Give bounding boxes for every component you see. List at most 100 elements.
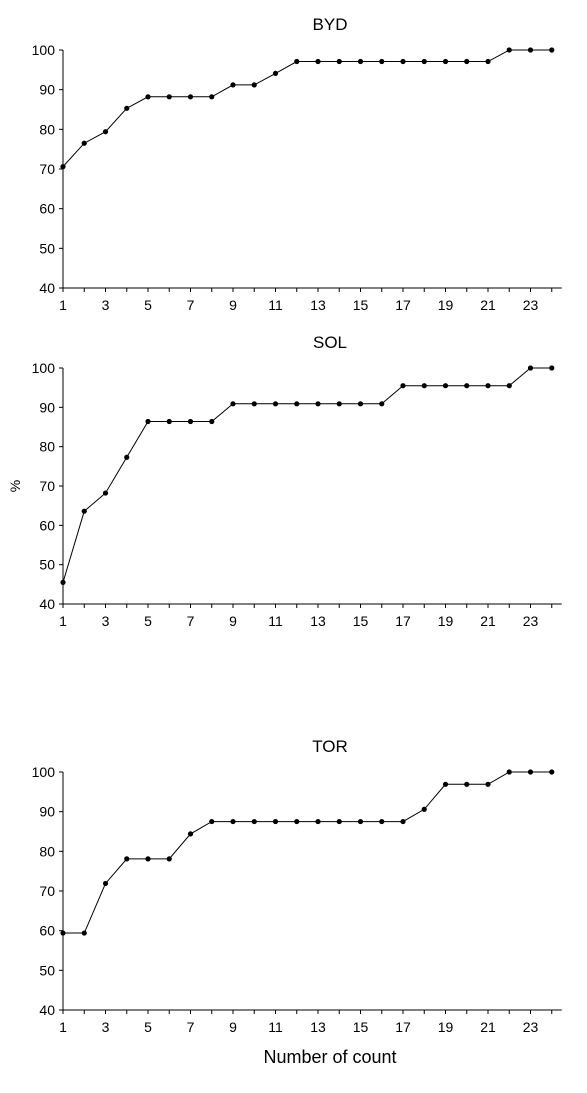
data-point <box>102 129 109 135</box>
y-tick-label: 90 <box>39 804 55 820</box>
chart-title: SOL <box>313 333 347 352</box>
series-line <box>63 771 552 934</box>
data-point <box>506 769 512 775</box>
x-tick-label: 13 <box>310 297 326 313</box>
y-axis-label: % <box>7 480 23 492</box>
x-tick-label: 23 <box>523 297 539 313</box>
data-point <box>209 418 215 425</box>
data-point <box>549 47 555 53</box>
data-point <box>272 70 279 77</box>
x-tick-label: 9 <box>229 297 237 313</box>
y-tick-label: 80 <box>39 843 55 859</box>
data-point <box>357 58 364 65</box>
x-tick-label: 17 <box>395 297 411 313</box>
x-tick-label: 11 <box>268 297 283 313</box>
data-point <box>166 856 172 862</box>
data-point <box>209 818 215 825</box>
data-point <box>421 58 427 65</box>
x-tick-label: 3 <box>102 613 110 629</box>
y-tick-label: 40 <box>39 280 55 296</box>
data-point <box>400 58 406 65</box>
x-tick-label: 19 <box>438 297 454 313</box>
y-tick-label: 70 <box>39 478 55 494</box>
data-point <box>102 490 109 496</box>
data-point <box>506 383 512 389</box>
data-point <box>230 401 236 407</box>
data-point <box>60 164 66 170</box>
data-point <box>60 579 66 585</box>
data-point <box>421 383 427 389</box>
x-tick-label: 11 <box>268 1019 283 1035</box>
data-point <box>294 401 300 407</box>
y-tick-label: 100 <box>32 360 56 376</box>
data-point <box>442 383 449 389</box>
x-tick-label: 7 <box>187 297 195 313</box>
data-point <box>549 769 555 775</box>
y-tick-label: 50 <box>39 240 55 256</box>
data-point <box>124 105 130 111</box>
data-point <box>336 401 342 407</box>
x-tick-label: 15 <box>353 297 369 313</box>
x-tick-label: 9 <box>229 613 237 629</box>
chart-title: TOR <box>312 737 348 756</box>
data-point <box>187 831 194 837</box>
x-axis-label: Number of count <box>263 1047 396 1067</box>
data-point <box>527 769 534 775</box>
x-tick-label: 1 <box>59 1019 67 1035</box>
data-point <box>272 401 279 407</box>
data-point <box>251 818 257 825</box>
y-tick-label: 50 <box>39 962 55 978</box>
y-tick-label: 50 <box>39 557 55 573</box>
series-line <box>62 49 552 167</box>
x-tick-label: 15 <box>353 1019 369 1035</box>
data-point <box>124 454 130 460</box>
x-tick-label: 17 <box>395 1019 411 1035</box>
x-tick-label: 7 <box>187 1019 195 1035</box>
data-point <box>187 94 194 100</box>
x-tick-label: 17 <box>395 613 411 629</box>
y-tick-label: 80 <box>39 121 55 137</box>
x-tick-label: 23 <box>523 1019 539 1035</box>
x-tick-label: 5 <box>144 297 152 313</box>
x-tick-label: 1 <box>59 297 67 313</box>
data-point <box>421 806 427 812</box>
data-point <box>464 781 470 787</box>
data-point <box>485 781 491 787</box>
series-line <box>62 367 552 583</box>
x-tick-label: 13 <box>310 1019 326 1035</box>
x-tick-label: 13 <box>310 613 326 629</box>
y-tick-label: 80 <box>39 439 55 455</box>
data-point <box>379 58 385 65</box>
data-point <box>145 418 151 425</box>
x-tick-label: 21 <box>480 1019 496 1035</box>
x-tick-label: 3 <box>102 1019 110 1035</box>
data-point <box>81 140 87 146</box>
data-point <box>60 930 66 936</box>
y-tick-label: 90 <box>39 399 55 415</box>
y-tick-label: 70 <box>39 161 55 177</box>
data-point <box>230 82 236 88</box>
data-point <box>166 94 172 100</box>
data-point <box>464 58 470 65</box>
y-tick-label: 70 <box>39 883 55 899</box>
data-point <box>464 383 470 389</box>
data-point <box>187 418 194 425</box>
x-tick-label: 15 <box>353 613 369 629</box>
data-point <box>442 781 449 787</box>
y-tick-label: 100 <box>32 42 56 58</box>
x-tick-label: 11 <box>268 613 283 629</box>
data-point <box>357 818 364 825</box>
data-point <box>230 818 236 825</box>
x-tick-label: 1 <box>59 613 67 629</box>
data-point <box>166 418 172 425</box>
data-point <box>272 818 279 825</box>
x-tick-label: 19 <box>438 613 454 629</box>
data-point <box>527 365 534 371</box>
x-tick-label: 9 <box>229 1019 237 1035</box>
x-tick-label: 21 <box>480 297 496 313</box>
data-point <box>336 58 342 65</box>
y-tick-label: 60 <box>39 517 55 533</box>
data-point <box>315 401 321 407</box>
data-point <box>294 58 300 65</box>
